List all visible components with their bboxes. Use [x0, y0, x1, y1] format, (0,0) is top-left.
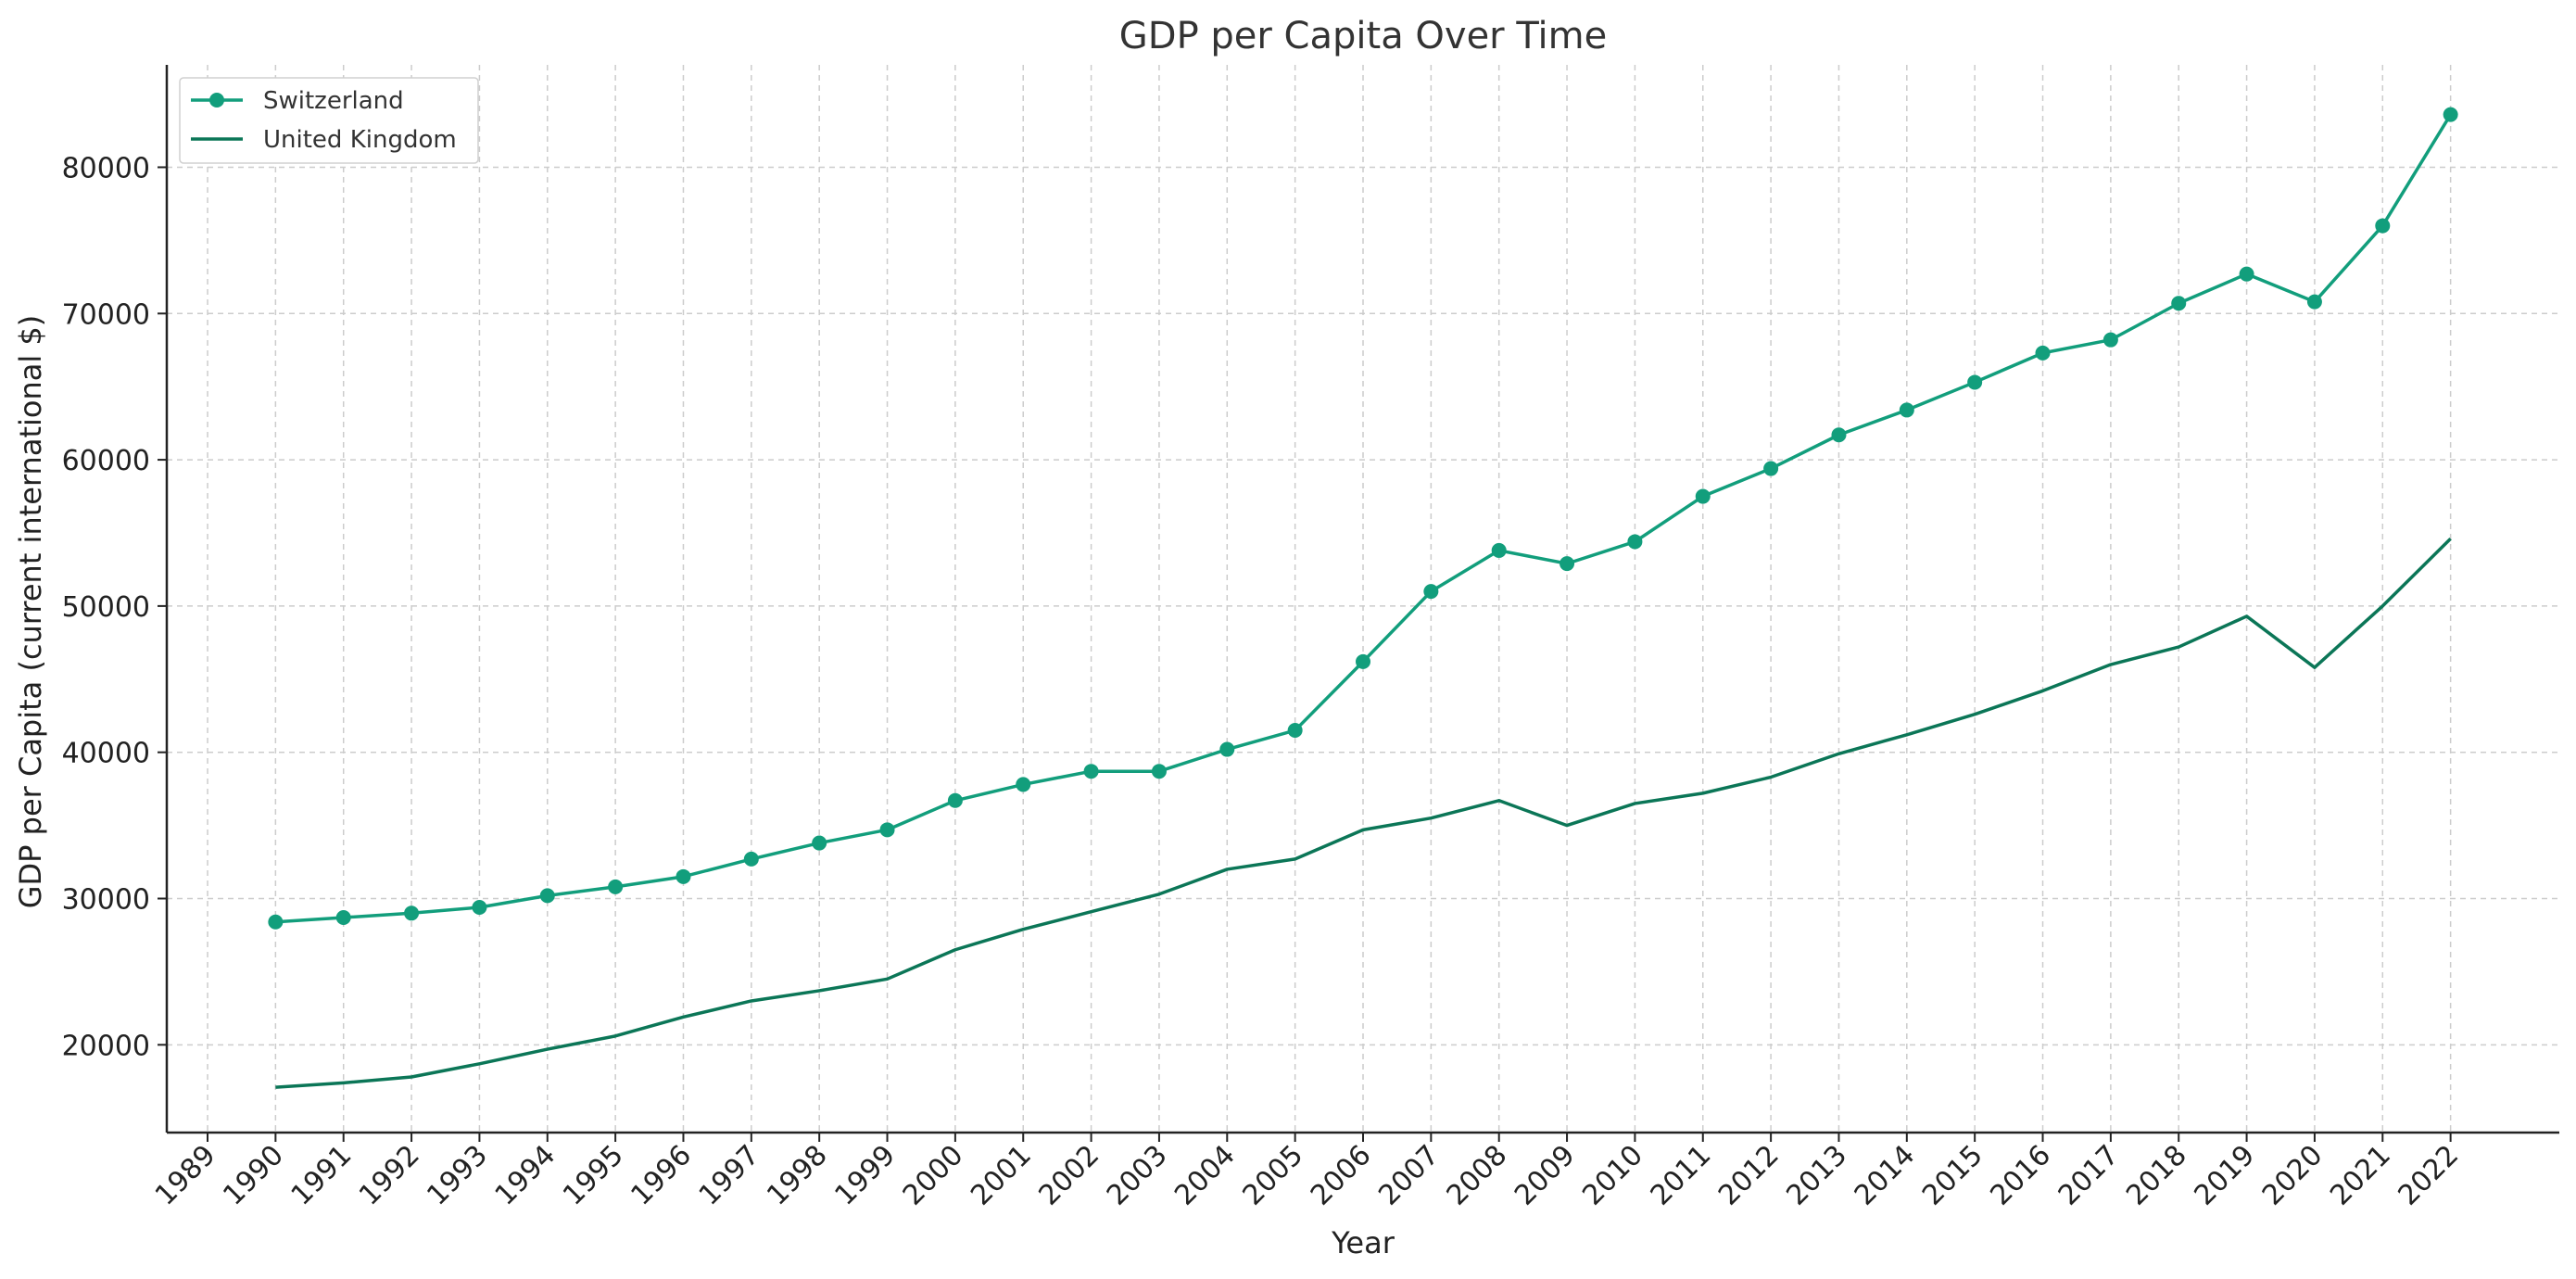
data-point-switzerland [2239, 266, 2254, 282]
x-tick-label: 2013 [1780, 1139, 1853, 1212]
x-tick-label: 2003 [1101, 1139, 1174, 1212]
data-point-switzerland [2306, 294, 2322, 310]
y-tick-label: 70000 [62, 298, 150, 331]
x-tick-label: 2017 [2052, 1139, 2126, 1212]
data-point-switzerland [1151, 764, 1167, 779]
legend-label-united-kingdom: United Kingdom [263, 126, 457, 154]
x-tick-label: 1997 [693, 1139, 766, 1212]
data-point-switzerland [608, 879, 624, 894]
data-point-switzerland [1763, 461, 1779, 476]
y-axis-ticks: 20000 30000 40000 50000 60000 70000 80000 [62, 152, 167, 1062]
x-tick-label: 2010 [1576, 1139, 1649, 1212]
data-point-switzerland [1899, 402, 1914, 418]
x-tick-label: 1996 [625, 1139, 698, 1212]
legend-label-switzerland: Switzerland [263, 87, 404, 115]
x-tick-label: 2001 [965, 1139, 1038, 1212]
x-tick-label: 1998 [761, 1139, 834, 1212]
data-point-switzerland [268, 914, 284, 930]
data-point-switzerland [1356, 653, 1370, 669]
x-tick-label: 1994 [489, 1139, 562, 1212]
data-point-switzerland [335, 910, 351, 926]
data-point-switzerland [1627, 534, 1643, 550]
data-point-switzerland [812, 835, 827, 851]
data-point-switzerland [1219, 741, 1235, 757]
x-tick-label: 1999 [828, 1139, 902, 1212]
x-tick-label: 1995 [557, 1139, 630, 1212]
x-tick-label: 2016 [1984, 1139, 2057, 1212]
data-point-switzerland [404, 905, 420, 921]
data-point-switzerland [1695, 488, 1711, 504]
x-tick-label: 2002 [1033, 1139, 1106, 1212]
data-point-switzerland [1491, 542, 1507, 558]
data-point-switzerland [2443, 107, 2458, 122]
data-point-switzerland [1967, 374, 1983, 390]
x-tick-label: 2019 [2188, 1139, 2261, 1212]
chart-title: GDP per Capita Over Time [1119, 15, 1607, 57]
data-point-switzerland [743, 851, 759, 867]
data-point-switzerland [2035, 345, 2051, 361]
data-point-switzerland [1287, 723, 1303, 739]
y-tick-label: 20000 [62, 1030, 150, 1062]
data-point-switzerland [2102, 332, 2118, 348]
data-point-switzerland [1423, 584, 1439, 600]
y-axis-label: GDP per Capita (current international $) [13, 315, 48, 909]
data-point-switzerland [539, 888, 555, 904]
x-tick-label: 1989 [149, 1139, 222, 1212]
data-point-switzerland [676, 868, 691, 884]
x-tick-label: 2015 [1916, 1139, 1989, 1212]
y-tick-label: 80000 [62, 152, 150, 184]
data-point-switzerland [2171, 296, 2187, 311]
data-point-switzerland [1083, 764, 1099, 779]
y-tick-label: 50000 [62, 591, 150, 624]
x-axis-label: Year [1331, 1225, 1395, 1260]
x-tick-label: 2007 [1372, 1139, 1446, 1212]
x-tick-label: 2011 [1645, 1139, 1718, 1212]
data-point-switzerland [2375, 218, 2391, 234]
y-tick-label: 40000 [62, 738, 150, 770]
x-tick-label: 2008 [1441, 1139, 1514, 1212]
x-axis-ticks: 1989199019911992199319941995199619971998… [149, 1133, 2465, 1212]
data-point-switzerland [879, 822, 895, 838]
x-tick-label: 1992 [353, 1139, 426, 1212]
x-tick-label: 2014 [1849, 1139, 1922, 1212]
legend: Switzerland United Kingdom [179, 77, 479, 164]
x-tick-label: 2000 [897, 1139, 970, 1212]
data-point-switzerland [472, 899, 487, 915]
x-tick-label: 2022 [2393, 1139, 2466, 1212]
y-tick-label: 60000 [62, 445, 150, 477]
x-tick-label: 1993 [421, 1139, 494, 1212]
x-tick-label: 2004 [1168, 1139, 1242, 1212]
x-tick-label: 2006 [1305, 1139, 1378, 1212]
data-point-switzerland [1831, 427, 1847, 443]
x-tick-label: 1991 [285, 1139, 359, 1212]
series-layer [268, 107, 2458, 1089]
x-tick-label: 2005 [1237, 1139, 1310, 1212]
x-tick-label: 2021 [2324, 1139, 2397, 1212]
grid [167, 65, 2559, 1133]
series-united-kingdom [275, 538, 2452, 1089]
legend-marker-switzerland [209, 93, 224, 108]
data-point-switzerland [947, 792, 963, 808]
x-tick-label: 2018 [2120, 1139, 2193, 1212]
y-tick-label: 30000 [62, 884, 150, 917]
x-tick-label: 2020 [2256, 1139, 2330, 1212]
x-tick-label: 2012 [1712, 1139, 1786, 1212]
series-line-united-kingdom [275, 538, 2452, 1089]
series-switzerland [268, 107, 2458, 930]
legend-box [179, 77, 479, 164]
data-point-switzerland [1559, 556, 1575, 572]
x-tick-label: 1990 [217, 1139, 290, 1212]
x-tick-label: 2009 [1509, 1139, 1582, 1212]
data-point-switzerland [1016, 777, 1031, 792]
